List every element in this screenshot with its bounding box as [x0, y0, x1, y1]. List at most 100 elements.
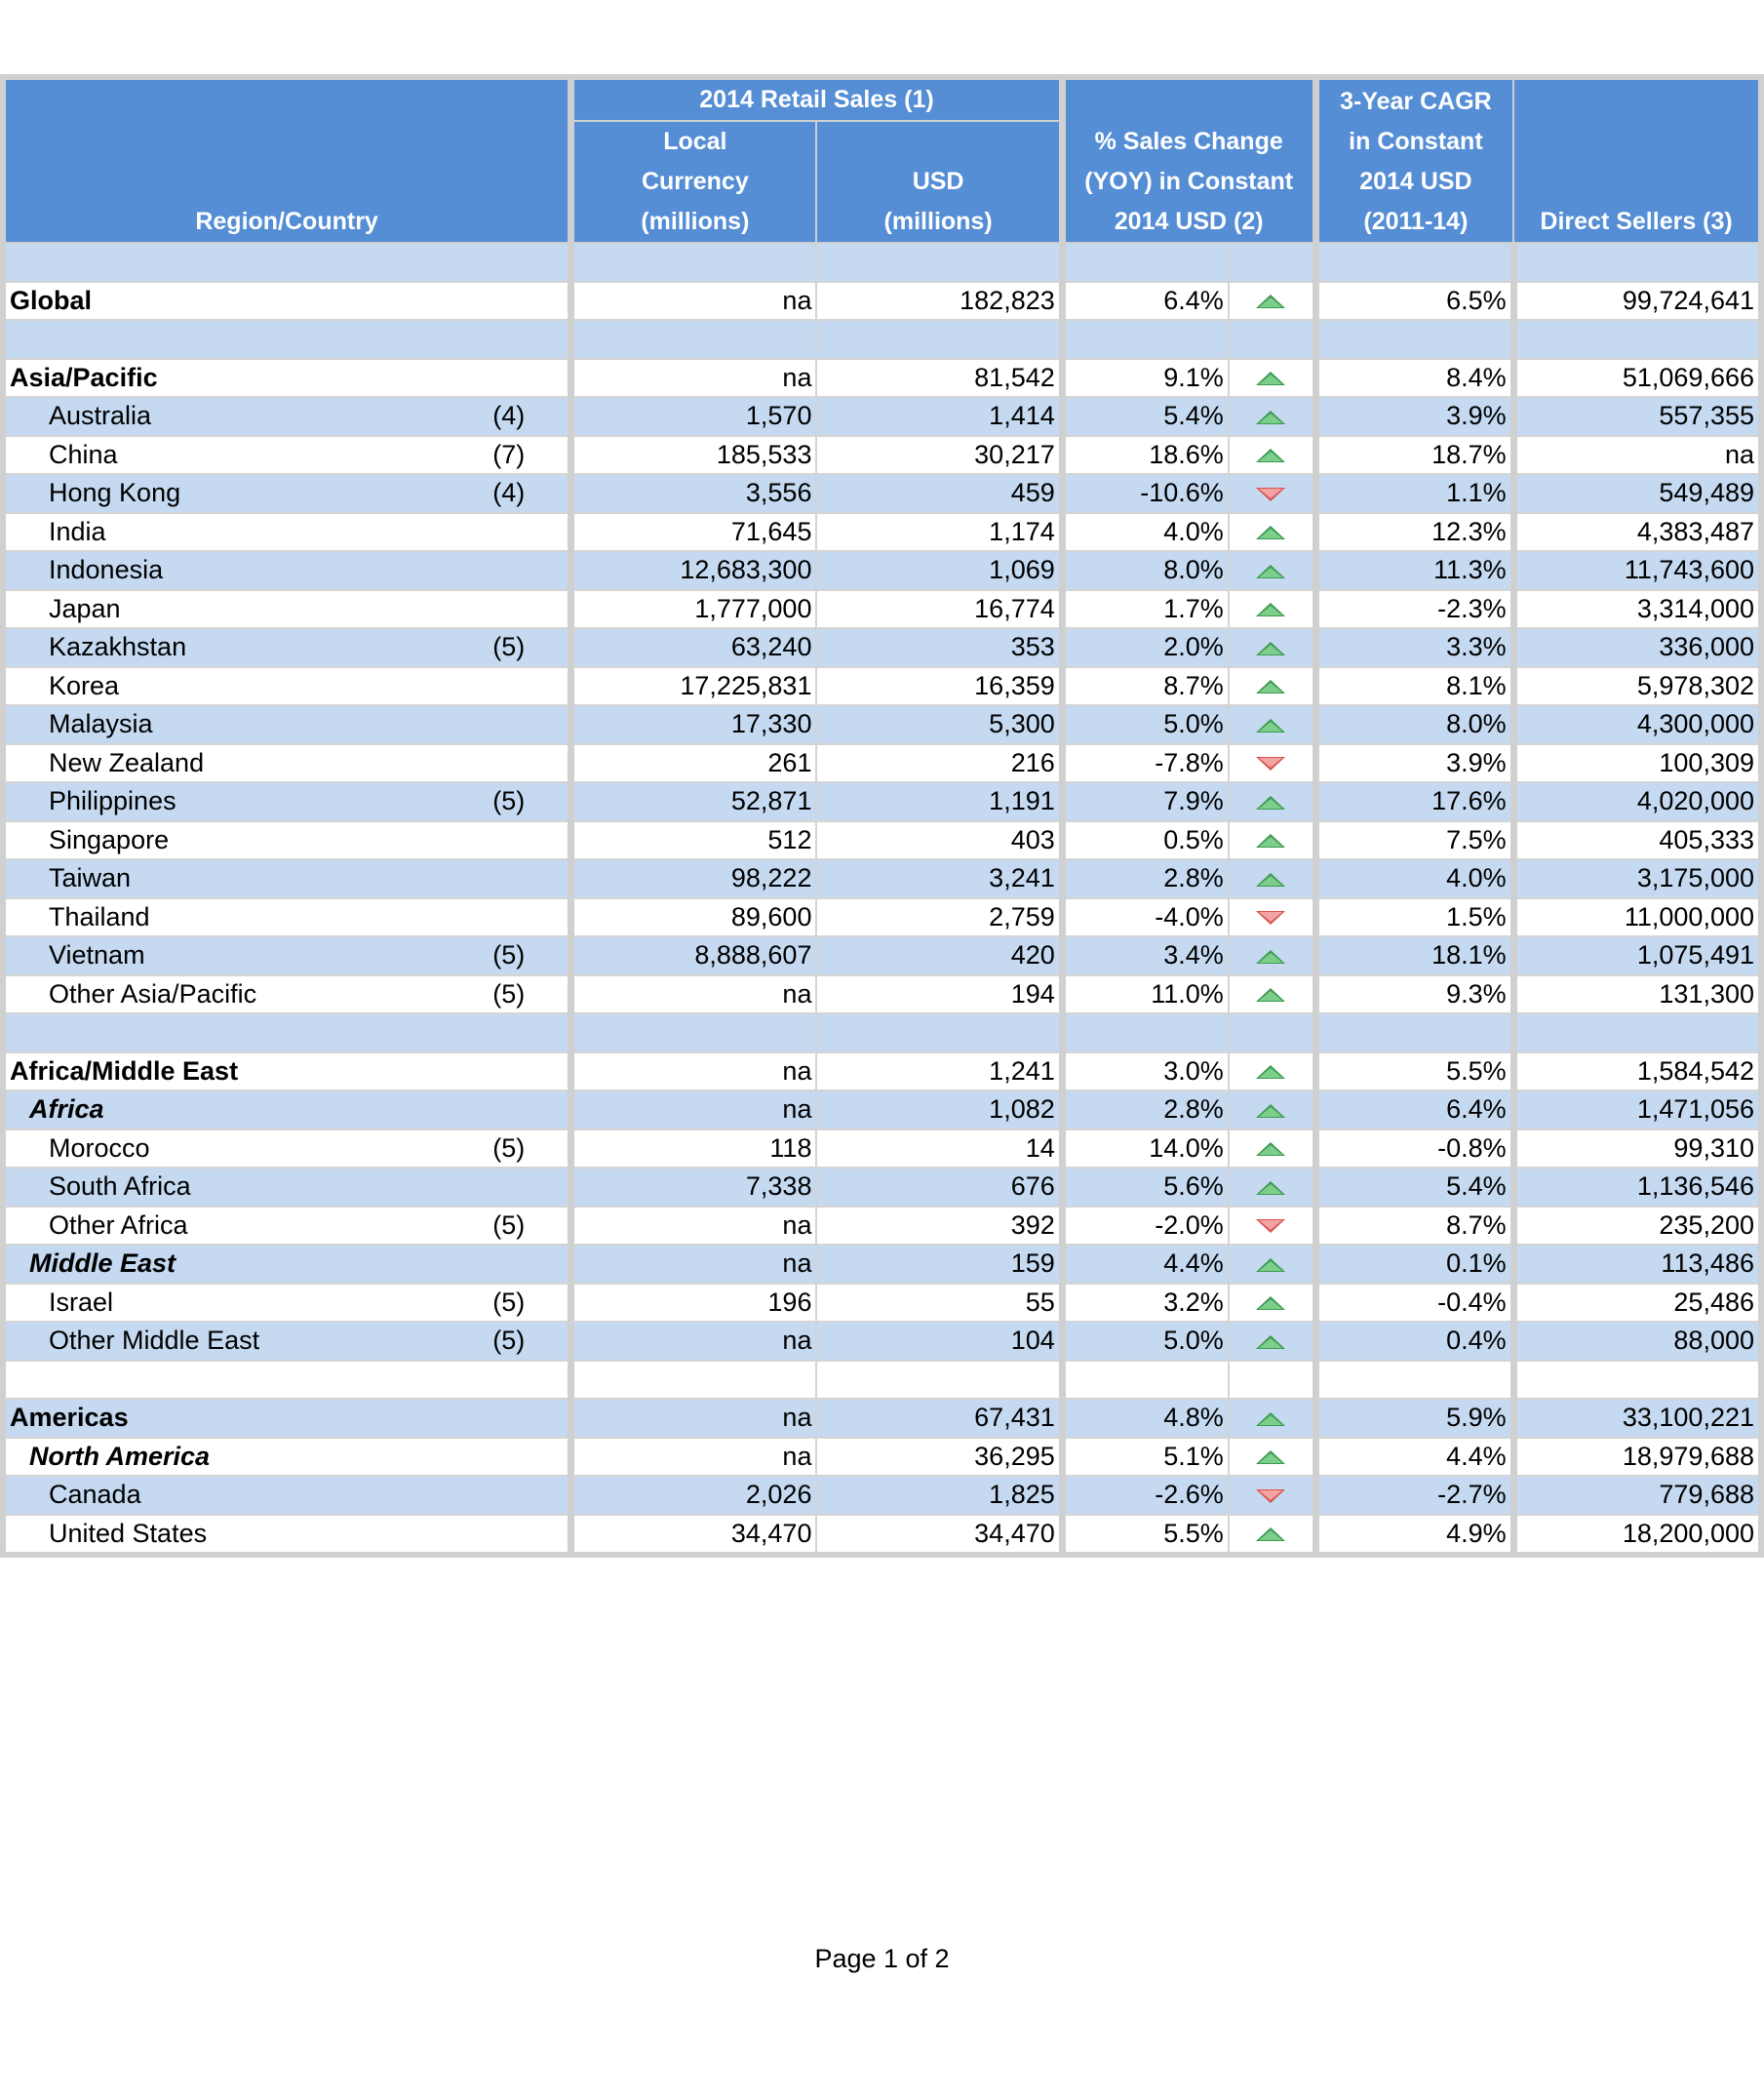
local-currency-cell: 3,556: [568, 473, 818, 514]
cagr-cell: 3.9%: [1312, 742, 1515, 783]
arrow-down-icon: [1256, 1488, 1286, 1503]
header-cagr: 3-Year CAGR in Constant 2014 USD (2011-1…: [1312, 76, 1515, 244]
header-line: 2014 USD (2): [1114, 208, 1264, 235]
pct-change-cell: -4.0%: [1058, 896, 1230, 937]
trend-cell: [1227, 858, 1317, 899]
pct-change-cell: 3.2%: [1058, 1282, 1230, 1323]
region-cell: Japan: [2, 588, 572, 629]
pct-change-cell: 9.1%: [1058, 357, 1230, 398]
usd-cell: [815, 319, 1064, 360]
trend-cell: [1227, 473, 1317, 514]
header-direct-sellers: Direct Sellers (3): [1512, 76, 1762, 244]
region-name: Taiwan: [49, 863, 132, 892]
direct-sellers-cell: 1,075,491: [1509, 935, 1762, 976]
region-cell-content: New Zealand: [10, 745, 564, 780]
trend-cell: [1227, 396, 1317, 437]
trend-cell: [1227, 280, 1317, 321]
cagr-cell: 0.4%: [1312, 1321, 1515, 1362]
table-row: Middle East na 159 4.4% 0.1% 113,486: [2, 1244, 1762, 1285]
table-row: China (7) 185,533 30,217 18.6% 18.7% na: [2, 434, 1762, 475]
footnote-ref: (5): [492, 1132, 526, 1163]
usd-cell: 1,069: [815, 550, 1064, 591]
usd-cell: 81,542: [815, 357, 1064, 398]
region-name: Other Middle East: [49, 1326, 260, 1355]
footnote-ref: [525, 1439, 564, 1474]
region-name: South Africa: [49, 1171, 191, 1201]
region-cell: Americas: [2, 1398, 572, 1439]
table-row: Africa/Middle East na 1,241 3.0% 5.5% 1,584,5…: [2, 1050, 1762, 1091]
local-currency-cell: 52,871: [568, 781, 818, 822]
header-usd: USD (millions): [815, 120, 1064, 244]
table-row: Other Africa (5) na 392 -2.0% 8.7% 235,200: [2, 1205, 1762, 1246]
arrow-up-icon: [1256, 1103, 1286, 1118]
pct-change-cell: 2.0%: [1058, 627, 1230, 668]
table-row: Other Asia/Pacific (5) na 194 11.0% 9.3% 131,3…: [2, 973, 1762, 1014]
local-currency-cell: 118: [568, 1128, 818, 1169]
arrow-up-icon: [1256, 1411, 1286, 1426]
region-cell-content: Middle East: [10, 1247, 564, 1282]
arrow-up-icon: [1256, 1334, 1286, 1349]
header-line: Currency: [641, 168, 749, 195]
usd-cell: 36,295: [815, 1436, 1064, 1477]
cagr-cell: 3.3%: [1312, 627, 1515, 668]
trend-cell: [1227, 588, 1317, 629]
trend-cell: [1227, 1128, 1317, 1169]
arrow-up-icon: [1256, 372, 1286, 386]
region-name: Asia/Pacific: [10, 362, 158, 392]
region-cell: Israel (5): [2, 1282, 572, 1323]
footnote-ref: [525, 1053, 564, 1089]
arrow-up-icon: [1256, 1257, 1286, 1272]
direct-sellers-cell: 4,383,487: [1509, 511, 1762, 552]
arrow-up-icon: [1256, 295, 1286, 309]
spacer-row: [2, 1359, 1762, 1400]
region-cell: Other Asia/Pacific (5): [2, 973, 572, 1014]
region-cell: Australia (4): [2, 396, 572, 437]
local-currency-cell: 34,470: [568, 1513, 818, 1556]
table-row: Israel (5) 196 55 3.2% -0.4% 25,486: [2, 1282, 1762, 1323]
header-line: 2014 USD: [1359, 168, 1472, 195]
pct-change-cell: -2.0%: [1058, 1205, 1230, 1246]
usd-cell: 3,241: [815, 858, 1064, 899]
direct-sellers-cell: 51,069,666: [1509, 357, 1762, 398]
local-currency-cell: na: [568, 1398, 818, 1439]
region-cell-content: United States: [10, 1516, 564, 1552]
cagr-cell: 4.0%: [1312, 858, 1515, 899]
table-row: North America na 36,295 5.1% 4.4% 18,979,688: [2, 1436, 1762, 1477]
pct-change-cell: 8.7%: [1058, 665, 1230, 706]
region-name: Singapore: [49, 824, 170, 854]
cagr-cell: 18.7%: [1312, 434, 1515, 475]
header-line: (millions): [641, 208, 750, 235]
region-name: Africa: [29, 1094, 104, 1124]
region-name: Vietnam: [49, 940, 145, 970]
cagr-cell: -2.3%: [1312, 588, 1515, 629]
direct-sellers-cell: 779,688: [1509, 1475, 1762, 1516]
region-name: Africa/Middle East: [10, 1055, 239, 1086]
cagr-cell: 17.6%: [1312, 781, 1515, 822]
header-line: (2011-14): [1363, 208, 1469, 235]
direct-sellers-cell: 557,355: [1509, 396, 1762, 437]
cagr-cell: 3.9%: [1312, 396, 1515, 437]
region-cell-content: China (7): [10, 437, 564, 472]
trend-cell: [1227, 1090, 1317, 1130]
direct-sellers-cell: 25,486: [1509, 1282, 1762, 1323]
pct-change-cell: 2.8%: [1058, 858, 1230, 899]
usd-cell: 1,241: [815, 1050, 1064, 1091]
cagr-cell: [1312, 319, 1515, 360]
pct-change-cell: [1058, 1012, 1230, 1053]
trend-cell: [1227, 627, 1317, 668]
local-currency-cell: 7,338: [568, 1167, 818, 1208]
pct-change-cell: 5.0%: [1058, 1321, 1230, 1362]
arrow-down-icon: [1256, 487, 1286, 501]
header-line: (YOY) in Constant: [1084, 168, 1294, 195]
arrow-up-icon: [1256, 680, 1286, 694]
region-cell-content: Malaysia: [10, 707, 564, 742]
header-line: USD: [912, 168, 964, 195]
usd-cell: 16,774: [815, 588, 1064, 629]
trend-cell: [1227, 1475, 1317, 1516]
cagr-cell: 5.5%: [1312, 1050, 1515, 1091]
usd-cell: 403: [815, 819, 1064, 860]
cagr-cell: 1.1%: [1312, 473, 1515, 514]
footnote-ref: (7): [492, 439, 526, 469]
region-name: Thailand: [49, 901, 150, 931]
footnote-ref: [525, 745, 564, 780]
